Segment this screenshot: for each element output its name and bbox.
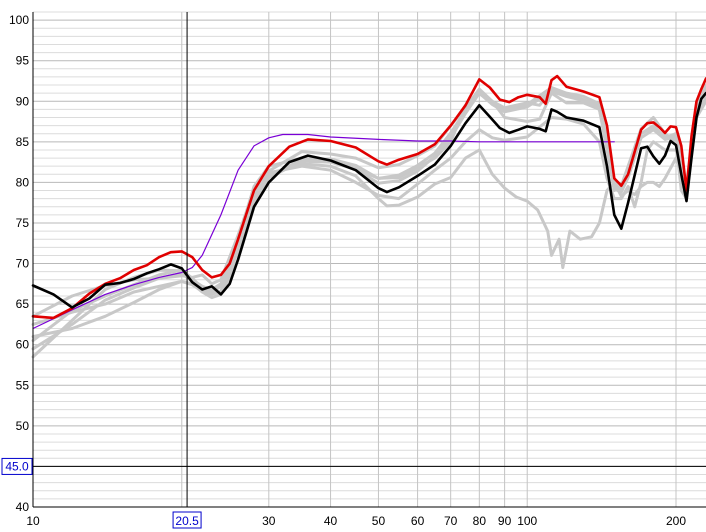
- x-tick-label: 40: [324, 514, 338, 528]
- y-tick-label: 50: [16, 419, 30, 433]
- series-line-red: [31, 74, 706, 320]
- y-tick-label: 100: [9, 13, 29, 27]
- y-tick-label: 65: [16, 297, 30, 311]
- x-tick-label: 80: [473, 514, 487, 528]
- cursor-x-readout: 20.5: [175, 514, 199, 528]
- series-line-gray: [31, 95, 706, 318]
- x-tick-label: 50: [372, 514, 386, 528]
- cursor[interactable]: 45.0 20.5: [1, 12, 706, 529]
- cursor-y-readout-box: [1, 457, 33, 475]
- y-tick-label: 80: [16, 175, 30, 189]
- series-line-black: [31, 91, 706, 309]
- x-tick-label: 10: [26, 514, 40, 528]
- y-tick-label: 75: [16, 216, 30, 230]
- axes: 4045505560657075808590951001030405060708…: [9, 12, 706, 528]
- cursor-y-readout: 45.0: [5, 459, 29, 473]
- y-tick-label: 40: [16, 500, 30, 514]
- x-tick-label: 100: [517, 514, 537, 528]
- y-tick-label: 55: [16, 378, 30, 392]
- x-tick-label: 30: [262, 514, 276, 528]
- cursor-x-readout-box: [172, 511, 202, 529]
- x-tick-label: 90: [498, 514, 512, 528]
- x-tick-label: 70: [444, 514, 458, 528]
- series-line-purple: [32, 133, 615, 330]
- x-tick-label: 60: [411, 514, 425, 528]
- y-tick-label: 60: [16, 338, 30, 352]
- y-tick-label: 70: [16, 257, 30, 271]
- y-tick-label: 90: [16, 94, 30, 108]
- series-layer: [31, 74, 706, 359]
- x-tick-label: 200: [666, 514, 686, 528]
- y-tick-label: 85: [16, 135, 30, 149]
- y-tick-label: 95: [16, 54, 30, 68]
